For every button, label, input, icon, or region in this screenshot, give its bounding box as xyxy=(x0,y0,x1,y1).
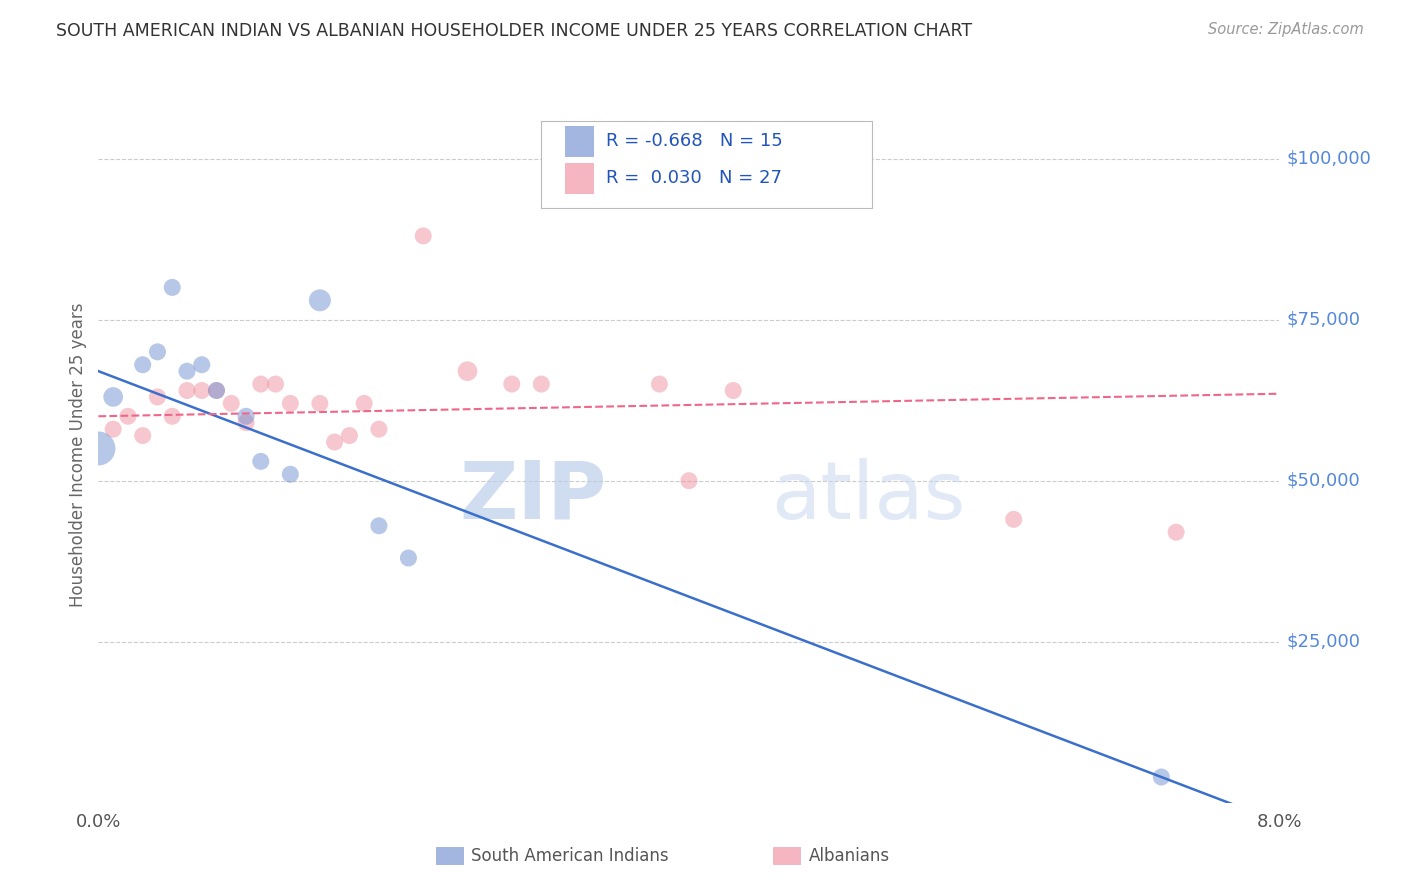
Point xyxy=(412,228,434,243)
Point xyxy=(103,422,124,436)
FancyBboxPatch shape xyxy=(541,121,872,208)
Text: R = -0.668   N = 15: R = -0.668 N = 15 xyxy=(606,133,783,151)
Point xyxy=(146,344,169,359)
Text: ZIP: ZIP xyxy=(458,458,606,536)
Point xyxy=(250,454,273,468)
Point xyxy=(191,358,214,372)
Text: $25,000: $25,000 xyxy=(1286,632,1361,651)
Point xyxy=(278,467,301,482)
Text: Source: ZipAtlas.com: Source: ZipAtlas.com xyxy=(1208,22,1364,37)
Point xyxy=(176,364,198,378)
Y-axis label: Householder Income Under 25 years: Householder Income Under 25 years xyxy=(69,302,87,607)
Point xyxy=(367,518,389,533)
Point xyxy=(323,435,346,450)
Point xyxy=(337,428,360,442)
Point xyxy=(162,280,183,294)
Text: SOUTH AMERICAN INDIAN VS ALBANIAN HOUSEHOLDER INCOME UNDER 25 YEARS CORRELATION : SOUTH AMERICAN INDIAN VS ALBANIAN HOUSEH… xyxy=(56,22,973,40)
Point xyxy=(501,377,523,392)
Text: $50,000: $50,000 xyxy=(1286,472,1360,490)
Point xyxy=(530,377,553,392)
Point xyxy=(1150,770,1173,784)
Point xyxy=(678,474,700,488)
Point xyxy=(235,416,257,430)
Point xyxy=(205,384,228,398)
Point xyxy=(250,377,273,392)
Point xyxy=(1002,512,1025,526)
Point xyxy=(721,384,744,398)
Point xyxy=(146,390,169,404)
Point xyxy=(308,293,332,308)
Point xyxy=(176,384,198,398)
Point xyxy=(396,551,419,566)
Text: Albanians: Albanians xyxy=(808,847,890,865)
Point xyxy=(191,384,214,398)
Point xyxy=(1164,525,1187,540)
Point xyxy=(132,358,155,372)
Point xyxy=(87,442,110,456)
Text: $100,000: $100,000 xyxy=(1286,150,1371,168)
Point xyxy=(648,377,671,392)
Point xyxy=(278,396,301,410)
Point xyxy=(456,364,478,378)
Point xyxy=(367,422,389,436)
Point xyxy=(264,377,287,392)
Point xyxy=(353,396,375,410)
Text: South American Indians: South American Indians xyxy=(471,847,669,865)
Point xyxy=(219,396,242,410)
Point xyxy=(117,409,139,424)
Point xyxy=(103,390,124,404)
Text: R =  0.030   N = 27: R = 0.030 N = 27 xyxy=(606,169,782,187)
Point xyxy=(235,409,257,424)
Text: $75,000: $75,000 xyxy=(1286,310,1361,328)
FancyBboxPatch shape xyxy=(565,126,595,157)
Text: atlas: atlas xyxy=(772,458,966,536)
FancyBboxPatch shape xyxy=(565,162,595,194)
Point xyxy=(132,428,155,442)
Point xyxy=(162,409,183,424)
Point xyxy=(308,396,332,410)
Point xyxy=(205,384,228,398)
